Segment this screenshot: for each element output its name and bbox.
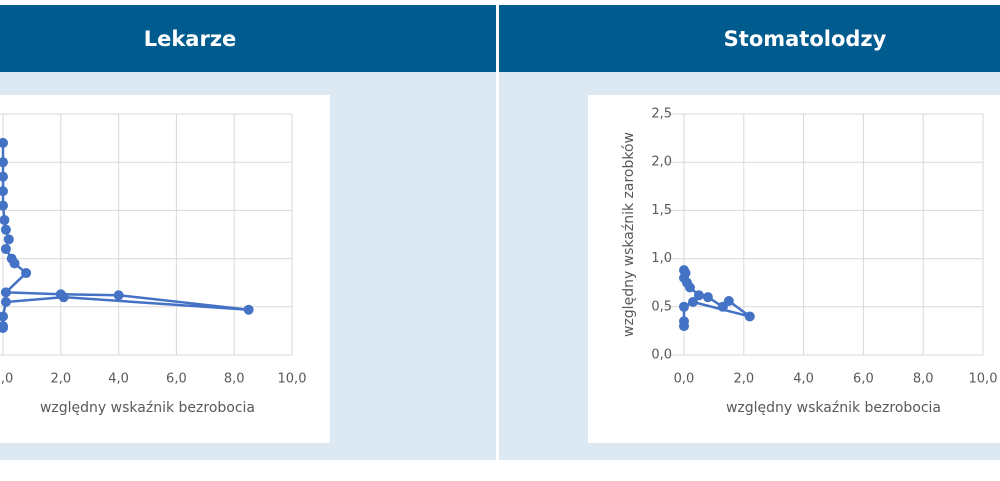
- data-point: [0, 200, 8, 211]
- data-point: [723, 296, 734, 307]
- x-tick-label: 6,0: [166, 372, 187, 387]
- data-point: [3, 234, 14, 245]
- header-bar: [0, 5, 1000, 72]
- data-point: [0, 215, 10, 226]
- data-point: [0, 323, 8, 334]
- data-point: [21, 268, 32, 279]
- data-point: [0, 311, 8, 322]
- divider: [496, 5, 499, 460]
- x-tick-label: 8,0: [224, 372, 245, 387]
- y-tick-label: 1,0: [651, 251, 672, 266]
- x-axis-title: względny wskaźnik bezrobocia: [40, 400, 255, 416]
- y-tick-label: 2,0: [651, 155, 672, 170]
- y-tick-label: 0,5: [651, 299, 672, 314]
- x-axis-title: względny wskaźnik bezrobocia: [726, 400, 941, 416]
- y-tick-label: 2,5: [651, 107, 672, 122]
- data-point: [0, 243, 11, 254]
- data-point: [702, 292, 713, 303]
- data-point: [0, 157, 8, 168]
- y-tick-label: 0,0: [651, 348, 672, 363]
- data-point: [679, 321, 689, 332]
- data-point: [58, 292, 69, 303]
- x-tick-label: 6,0: [853, 372, 874, 387]
- data-point: [693, 290, 704, 301]
- x-tick-label: 10,0: [278, 372, 307, 387]
- x-tick-label: 10,0: [969, 372, 998, 387]
- data-point: [0, 296, 11, 307]
- x-tick-label: 2,0: [50, 372, 71, 387]
- data-point: [0, 224, 11, 235]
- data-point: [684, 282, 695, 293]
- x-tick-label: 4,0: [108, 372, 129, 387]
- data-point: [113, 290, 124, 301]
- x-tick-label: 4,0: [793, 372, 814, 387]
- chart-box: [0, 95, 330, 443]
- x-tick-label: 0,0: [0, 372, 13, 387]
- y-axis-title: względny wskaźnik zarobków: [621, 132, 637, 337]
- data-point: [679, 301, 689, 312]
- data-point: [0, 171, 8, 182]
- data-point: [243, 304, 254, 315]
- data-point: [687, 296, 698, 307]
- data-point: [0, 186, 8, 197]
- data-point: [744, 311, 755, 322]
- data-point: [9, 258, 20, 269]
- chart-box: [588, 95, 1000, 443]
- chart-title: Lekarze: [144, 27, 237, 51]
- y-tick-label: 1,5: [651, 203, 672, 218]
- x-tick-label: 8,0: [913, 372, 934, 387]
- data-point: [0, 137, 8, 148]
- x-tick-label: 2,0: [733, 372, 754, 387]
- data-point: [0, 287, 11, 298]
- x-tick-label: 0,0: [674, 372, 695, 387]
- chart-title: Stomatolodzy: [724, 27, 887, 51]
